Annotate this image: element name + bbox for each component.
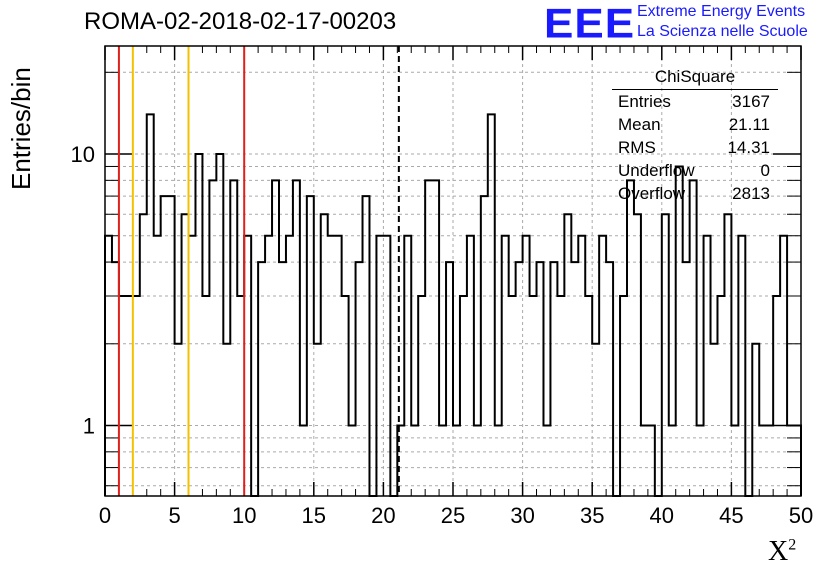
x-axis-label: X2 [768, 536, 796, 568]
x-tick-label: 25 [441, 503, 465, 528]
reference-lines [117, 46, 400, 496]
y-tick-label: 10 [71, 142, 95, 167]
x-tick-label: 50 [789, 503, 813, 528]
stats-value: 21.11 [728, 115, 770, 134]
x-tick-label: 0 [99, 503, 111, 528]
tick-labels: 0 5 10 15 20 25 30 35 40 45 50 1 10 [71, 142, 814, 528]
x-axis-label-superscript: 2 [788, 536, 797, 554]
stats-label: Overflow [618, 184, 686, 203]
logo-line-2: La Scienza nelle Scuole [637, 23, 808, 40]
stats-row-overflow: Overflow 2813 [612, 182, 778, 205]
stats-label: RMS [618, 138, 656, 157]
histogram-series [104, 113, 802, 497]
stats-value: 2813 [732, 184, 770, 203]
y-axis-label: Entries/bin [6, 67, 36, 190]
axis-ticks [104, 46, 802, 496]
plot-frame [104, 45, 802, 497]
chart-title: ROMA-02-2018-02-17-00203 [84, 8, 397, 35]
stats-label: Mean [618, 115, 661, 134]
logo-line-1: Extreme Energy Events [637, 3, 806, 20]
x-tick-label: 20 [371, 503, 395, 528]
x-tick-label: 35 [580, 503, 604, 528]
stats-value: 3167 [732, 92, 770, 111]
x-axis-label-text: X [768, 536, 789, 567]
stats-row-entries: Entries 3167 [612, 90, 778, 113]
eee-logo: EEE [544, 0, 636, 47]
x-tick-label: 5 [168, 503, 180, 528]
stats-row-mean: Mean 21.11 [612, 113, 778, 136]
x-tick-label: 15 [302, 503, 326, 528]
stats-row-underflow: Underflow 0 [612, 159, 778, 182]
y-tick-label: 1 [83, 414, 95, 439]
stats-value: 14.31 [727, 138, 770, 157]
stats-value: 0 [760, 161, 770, 180]
x-tick-label: 40 [650, 503, 674, 528]
x-tick-label: 10 [232, 503, 256, 528]
stats-title: ChiSquare [612, 66, 778, 90]
stats-row-rms: RMS 14.31 [612, 136, 778, 159]
stats-box: ChiSquare Entries 3167 Mean 21.11 RMS 14… [612, 66, 778, 205]
stats-label: Underflow [618, 161, 695, 180]
stats-label: Entries [618, 92, 671, 111]
x-tick-label: 45 [719, 503, 743, 528]
x-tick-label: 30 [510, 503, 534, 528]
